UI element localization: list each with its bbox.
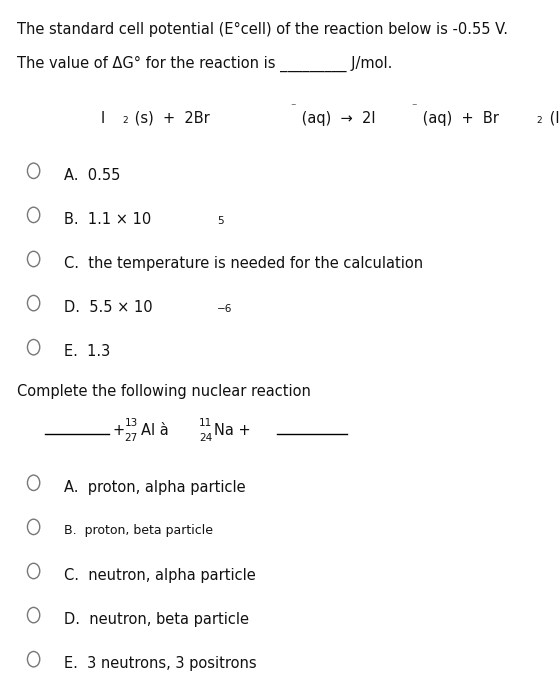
Text: 11: 11 xyxy=(199,419,212,428)
Text: E.  1.3: E. 1.3 xyxy=(64,344,111,359)
Text: 2: 2 xyxy=(122,116,128,125)
Text: ⁻: ⁻ xyxy=(412,102,417,112)
Text: D.  neutron, beta particle: D. neutron, beta particle xyxy=(64,612,249,627)
Text: C.  the temperature is needed for the calculation: C. the temperature is needed for the cal… xyxy=(64,256,423,271)
Text: C.  neutron, alpha particle: C. neutron, alpha particle xyxy=(64,568,256,583)
Text: I: I xyxy=(101,111,105,125)
Text: +: + xyxy=(112,423,124,438)
Text: (aq)  →  2I: (aq) → 2I xyxy=(297,111,375,125)
Text: The value of ΔG° for the reaction is _________ J/mol.: The value of ΔG° for the reaction is ___… xyxy=(17,56,392,72)
Text: −6: −6 xyxy=(217,304,232,314)
Text: Na +: Na + xyxy=(214,423,256,438)
Text: E.  3 neutrons, 3 positrons: E. 3 neutrons, 3 positrons xyxy=(64,657,257,671)
Text: A.  0.55: A. 0.55 xyxy=(64,168,121,183)
Text: B.  1.1 × 10: B. 1.1 × 10 xyxy=(64,212,152,227)
Text: 5: 5 xyxy=(217,216,223,226)
Text: ⁻: ⁻ xyxy=(290,102,296,112)
Text: 2: 2 xyxy=(536,116,542,125)
Text: Complete the following nuclear reaction: Complete the following nuclear reaction xyxy=(17,384,311,399)
Text: A.  proton, alpha particle: A. proton, alpha particle xyxy=(64,480,246,495)
Text: (l): (l) xyxy=(545,111,560,125)
Text: 27: 27 xyxy=(124,433,138,443)
Text: (aq)  +  Br: (aq) + Br xyxy=(418,111,499,125)
Text: B.  proton, beta particle: B. proton, beta particle xyxy=(64,524,213,537)
Text: The standard cell potential (E°cell) of the reaction below is -0.55 V.: The standard cell potential (E°cell) of … xyxy=(17,22,508,37)
Text: 13: 13 xyxy=(124,419,138,428)
Text: D.  5.5 × 10: D. 5.5 × 10 xyxy=(64,300,153,315)
Text: 24: 24 xyxy=(199,433,212,443)
Text: (s)  +  2Br: (s) + 2Br xyxy=(130,111,210,125)
Text: Al à: Al à xyxy=(141,423,178,438)
